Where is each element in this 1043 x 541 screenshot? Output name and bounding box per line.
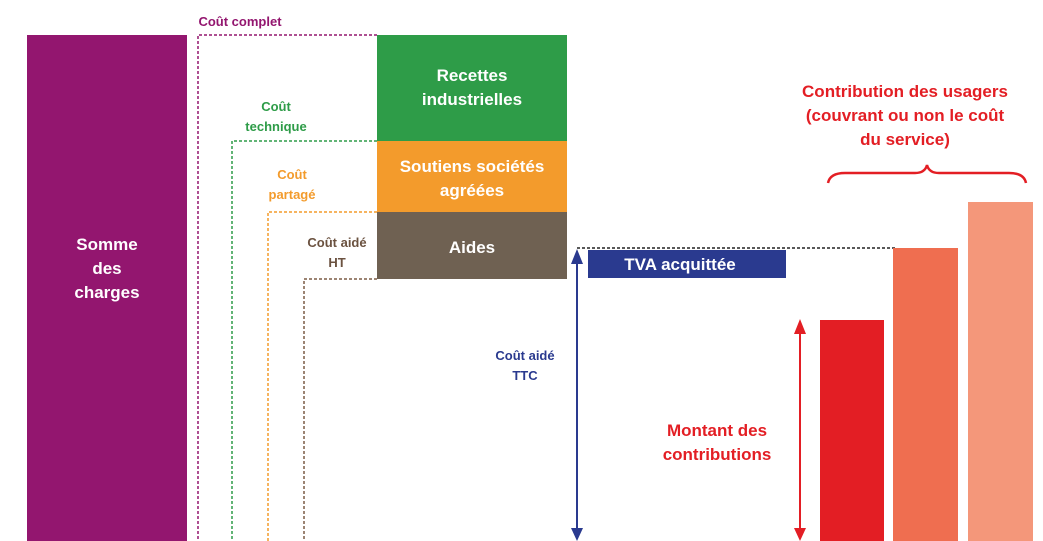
label: Coût <box>277 167 307 182</box>
label: Somme <box>76 235 137 254</box>
label: industrielles <box>422 90 522 109</box>
dashed-brackets <box>197 34 895 541</box>
soutiens-block <box>377 141 567 212</box>
recettes-block <box>377 35 567 141</box>
label: Contribution des usagers <box>802 82 1008 101</box>
contribution-bar <box>893 248 958 541</box>
ttc-arrow <box>571 249 583 541</box>
label: contributions <box>663 445 772 464</box>
label: technique <box>245 119 306 134</box>
label: Aides <box>449 238 495 257</box>
contribution-bar <box>820 320 884 541</box>
label: TTC <box>512 368 538 383</box>
brace <box>826 164 1028 184</box>
tva-block <box>588 250 786 278</box>
contribution-bar <box>968 202 1033 541</box>
label: HT <box>328 255 345 270</box>
label: (couvrant ou non le coût <box>806 106 1005 125</box>
label: Coût aidé <box>495 348 554 363</box>
label: des <box>92 259 121 278</box>
label: Coût complet <box>198 14 282 29</box>
aides-block <box>377 212 567 279</box>
label: partagé <box>269 187 316 202</box>
contributions-arrow <box>794 319 806 541</box>
label: Coût <box>261 99 291 114</box>
label: Montant des <box>667 421 767 440</box>
label: charges <box>74 283 139 302</box>
charges-block <box>27 35 187 541</box>
label: TVA acquittée <box>624 255 735 274</box>
label: agréées <box>440 181 504 200</box>
label: Recettes <box>437 66 508 85</box>
label: Coût aidé <box>307 235 366 250</box>
label: du service) <box>860 130 950 149</box>
label: Soutiens sociétés <box>400 157 545 176</box>
